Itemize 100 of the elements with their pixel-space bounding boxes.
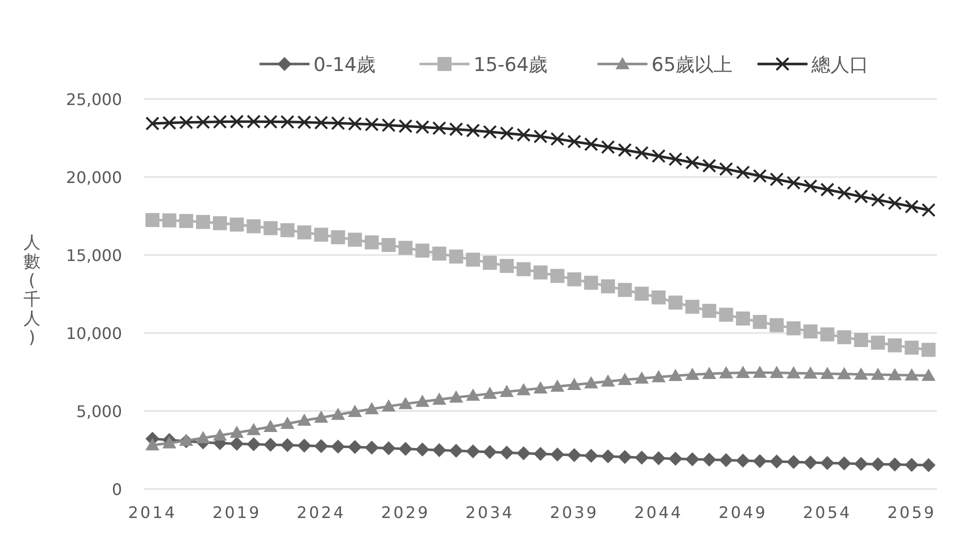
- point: [820, 182, 834, 197]
- point: [786, 321, 801, 336]
- point: [584, 276, 598, 290]
- point: [888, 196, 902, 210]
- point: [668, 452, 682, 466]
- point: [600, 449, 615, 464]
- point: [432, 443, 446, 458]
- point: [297, 115, 312, 130]
- point: [618, 372, 632, 386]
- point: [348, 116, 362, 131]
- point: [364, 402, 379, 414]
- point: [550, 268, 564, 283]
- y-tick-label: 0: [112, 480, 122, 499]
- point: [600, 279, 615, 294]
- point: [145, 438, 160, 450]
- point: [196, 430, 210, 444]
- point: [264, 221, 278, 236]
- point: [314, 116, 328, 130]
- point: [500, 384, 514, 398]
- point: [685, 368, 700, 380]
- x-tick-label: 2054: [802, 503, 852, 522]
- point: [685, 452, 700, 466]
- point: [820, 456, 834, 470]
- point: [280, 114, 294, 129]
- point: [246, 219, 261, 234]
- point: [348, 404, 362, 418]
- point: [196, 214, 210, 229]
- point: [904, 368, 919, 381]
- point: [230, 218, 244, 232]
- point: [888, 338, 902, 352]
- point: [820, 366, 834, 379]
- point: [803, 324, 818, 338]
- point: [500, 126, 514, 140]
- point: [634, 146, 649, 160]
- point: [870, 457, 885, 472]
- point: [179, 115, 194, 130]
- point: [264, 420, 278, 432]
- point: [567, 378, 582, 390]
- point: [516, 262, 531, 276]
- point: [904, 200, 919, 214]
- point: [297, 414, 312, 426]
- point: [618, 143, 632, 158]
- point: [230, 426, 244, 438]
- point: [196, 115, 210, 130]
- point: [685, 155, 700, 170]
- point: [652, 370, 666, 382]
- point: [364, 117, 379, 132]
- point: [230, 436, 244, 451]
- legend-label: 0-14歲: [314, 54, 376, 76]
- point: [331, 408, 346, 420]
- point: [516, 382, 531, 396]
- point: [652, 149, 666, 164]
- y-tick-label: 15,000: [66, 246, 122, 265]
- point: [230, 114, 244, 129]
- point: [297, 438, 312, 453]
- point: [297, 225, 312, 240]
- point: [584, 137, 598, 152]
- point: [870, 192, 885, 207]
- point: [382, 118, 396, 132]
- point: [752, 168, 767, 183]
- point: [314, 228, 328, 242]
- point: [466, 124, 480, 138]
- point: [702, 452, 716, 467]
- point: [634, 450, 649, 465]
- point: [534, 381, 548, 394]
- point: [803, 179, 818, 194]
- point: [736, 454, 750, 468]
- legend-label: 總人口: [810, 54, 868, 76]
- point: [567, 134, 582, 149]
- point: [904, 340, 919, 355]
- point: [415, 120, 430, 134]
- point: [449, 444, 464, 458]
- point: [584, 448, 598, 463]
- point: [482, 386, 497, 399]
- point: [482, 124, 497, 139]
- point: [922, 342, 936, 357]
- point: [752, 314, 767, 329]
- point: [212, 114, 227, 129]
- point: [466, 252, 480, 267]
- point: [736, 165, 750, 180]
- point: [668, 368, 682, 381]
- point: [280, 416, 294, 429]
- point: [516, 446, 531, 460]
- point: [888, 458, 902, 472]
- point: [854, 190, 868, 204]
- point: [145, 116, 160, 130]
- point: [415, 394, 430, 407]
- point: [550, 132, 564, 146]
- point: [888, 368, 902, 380]
- point: [837, 186, 852, 200]
- point: [668, 152, 682, 166]
- point: [803, 366, 818, 379]
- point: [837, 330, 852, 344]
- point: [449, 390, 464, 403]
- x-tick-label: 2024: [296, 503, 346, 522]
- point: [449, 122, 464, 136]
- point: [500, 446, 514, 460]
- legend-label: 15-64歲: [474, 54, 548, 76]
- point: [348, 232, 362, 247]
- point: [652, 451, 666, 466]
